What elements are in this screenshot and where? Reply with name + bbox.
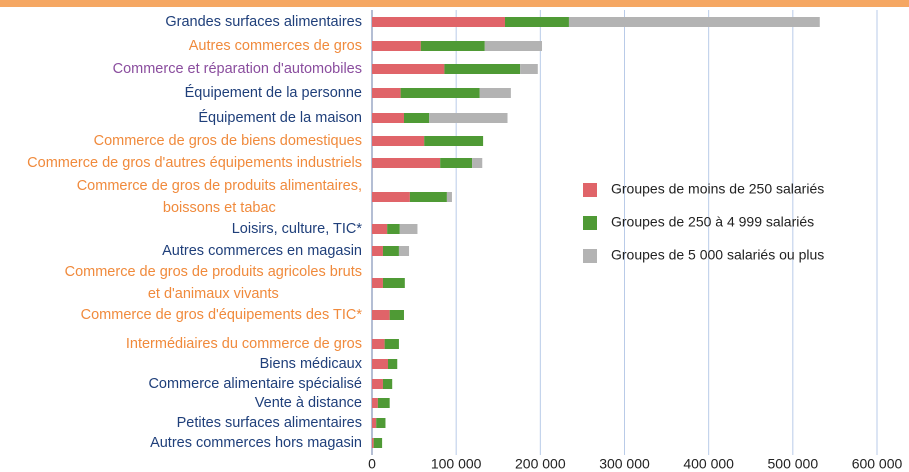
- bar-segment: [372, 17, 505, 27]
- bar-segment: [504, 17, 569, 27]
- x-tick-label: 600 000: [852, 456, 903, 472]
- x-tick-label: 500 000: [768, 456, 819, 472]
- category-label: Grandes surfaces alimentaires: [165, 14, 362, 30]
- category-label: Équipement de la maison: [198, 110, 362, 126]
- category-label: Loisirs, culture, TIC*: [231, 221, 362, 237]
- category-label: Commerce de gros de produits agricoles b…: [64, 264, 362, 302]
- bar-segment: [484, 41, 543, 51]
- bar-segment: [372, 192, 410, 202]
- bar-segment: [444, 64, 521, 74]
- bar-segment: [399, 224, 418, 234]
- bar-segment: [372, 113, 404, 123]
- bar-segment: [377, 398, 390, 408]
- bar-segment: [372, 88, 401, 98]
- bar-segment: [372, 246, 383, 256]
- bar-segment: [372, 438, 374, 448]
- x-tick-label: 0: [368, 456, 376, 472]
- bar-segment: [387, 224, 400, 234]
- legend-label: Groupes de moins de 250 salariés: [611, 181, 824, 197]
- category-label: Commerce et réparation d'automobiles: [112, 61, 362, 77]
- bar-segment: [472, 158, 483, 168]
- category-label: Commerce alimentaire spécialisé: [148, 376, 362, 392]
- bar-segment: [520, 64, 538, 74]
- bar-segment: [420, 41, 485, 51]
- bar-segment: [389, 310, 404, 320]
- bar-segment: [409, 192, 447, 202]
- legend-swatch: [583, 249, 597, 263]
- bar-segment: [382, 379, 393, 389]
- category-label: Autres commerces en magasin: [162, 243, 362, 259]
- header-band: [0, 0, 909, 7]
- category-label: Commerce de gros de biens domestiques: [93, 133, 362, 149]
- bar-segment: [382, 278, 405, 288]
- bar-segment: [372, 310, 390, 320]
- bar-segment: [372, 136, 425, 146]
- bar-segment: [372, 278, 383, 288]
- bar-segment: [372, 41, 421, 51]
- bar-segment: [372, 398, 378, 408]
- category-label: Commerce de gros d'équipements des TIC*: [80, 307, 362, 323]
- bar-segment: [446, 192, 452, 202]
- bar-segment: [479, 88, 511, 98]
- category-label: Vente à distance: [254, 395, 362, 411]
- bar-segment: [403, 113, 430, 123]
- bar-segment: [372, 64, 445, 74]
- bar-segment: [429, 113, 508, 123]
- bar-segment: [372, 158, 441, 168]
- legend-swatch: [583, 216, 597, 230]
- legend-swatch: [583, 183, 597, 197]
- bar-segment: [382, 246, 399, 256]
- category-label: Petites surfaces alimentaires: [176, 415, 362, 431]
- bar-segment: [398, 246, 410, 256]
- category-label: Biens médicaux: [259, 356, 362, 372]
- category-label: Commerce de gros de produits alimentaire…: [76, 178, 362, 216]
- x-tick-label: 400 000: [683, 456, 734, 472]
- x-tick-label: 100 000: [431, 456, 482, 472]
- bar-segment: [372, 224, 388, 234]
- bar-segment: [372, 418, 377, 428]
- x-tick-label: 300 000: [599, 456, 650, 472]
- bar-segment: [424, 136, 484, 146]
- bar-segment: [568, 17, 820, 27]
- x-tick-label: 200 000: [515, 456, 566, 472]
- category-label: Intermédiaires du commerce de gros: [125, 336, 362, 352]
- legend-label: Groupes de 5 000 salariés ou plus: [611, 247, 824, 263]
- bar-segment: [372, 379, 383, 389]
- category-label: Autres commerces hors magasin: [150, 435, 362, 451]
- bar-segment: [372, 359, 388, 369]
- category-label: Équipement de la personne: [184, 85, 362, 101]
- category-label: Commerce de gros d'autres équipements in…: [27, 155, 362, 171]
- category-label: Autres commerces de gros: [188, 38, 362, 54]
- bar-segment: [373, 438, 383, 448]
- bar-segment: [384, 339, 399, 349]
- bar-segment: [372, 339, 385, 349]
- bar-segment: [400, 88, 480, 98]
- bar-segment: [376, 418, 386, 428]
- legend-label: Groupes de 250 à 4 999 salariés: [611, 214, 814, 230]
- bar-segment: [387, 359, 398, 369]
- bar-segment: [440, 158, 473, 168]
